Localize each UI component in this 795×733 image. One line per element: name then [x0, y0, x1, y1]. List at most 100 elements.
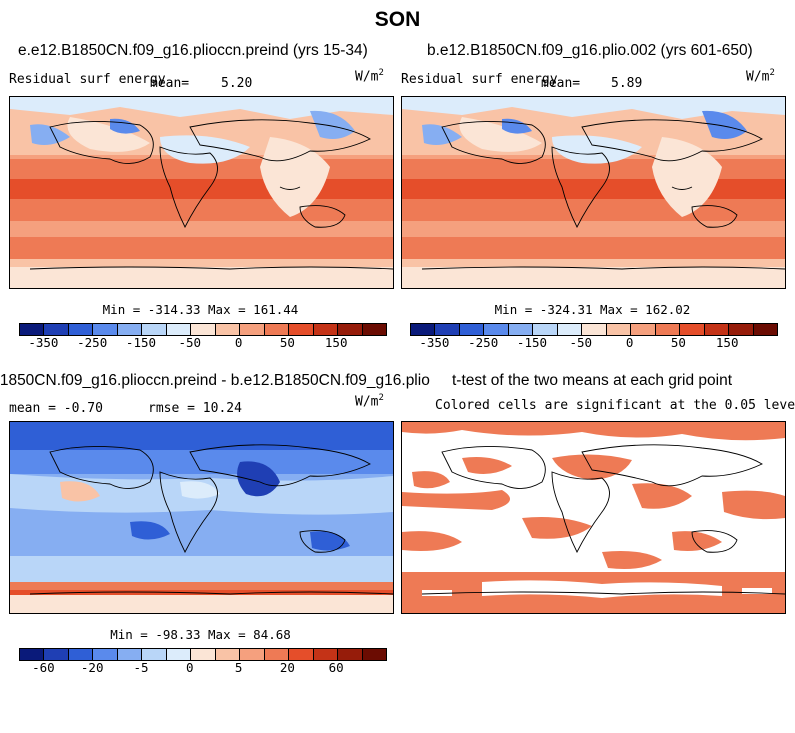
panel2-mean-label: mean= [541, 76, 581, 91]
panel1-tick-label: -250 [77, 335, 108, 350]
panel2-colorbar-cell [680, 324, 705, 335]
panel3-colorbar-cell [20, 649, 45, 660]
panel3-colorbar-cell [362, 649, 387, 660]
panel1-colorbar-cell [240, 324, 265, 335]
panel4-field-svg [402, 422, 785, 613]
panel1-colorbar-cell [44, 324, 69, 335]
panel1-colorbar-cell [362, 324, 387, 335]
panel1-map [9, 96, 394, 289]
panel2-tick-label: 0 [625, 335, 634, 350]
panel3-tick-label: 60 [328, 660, 344, 675]
panel1-colorbar-cell [191, 324, 216, 335]
panel3-mean: mean = -0.70 [9, 401, 103, 416]
panel1-colorbar-cell [338, 324, 363, 335]
panel1-tick-label: 0 [234, 335, 243, 350]
panel4-subtitle: Colored cells are significant at the 0.0… [435, 398, 795, 413]
panel2-minmax: Min = -324.31 Max = 162.02 [494, 302, 691, 317]
panel3-colorbar-cell [289, 649, 314, 660]
panel1-tick-label: 150 [324, 335, 348, 350]
panel1-mean-value: 5.20 [221, 76, 253, 91]
figure-title: SON [374, 8, 421, 31]
panel1-colorbar-ticks: -350 -250 -150 -50 0 50 150 [19, 335, 385, 351]
panel1-colorbar-cell [93, 324, 118, 335]
panel1-tick-label: -150 [125, 335, 157, 350]
panel3-tick-label: -20 [80, 660, 104, 675]
panel2-field-svg [402, 97, 785, 288]
panel1-field-svg [10, 97, 393, 288]
panel1-tick-label: 50 [279, 335, 295, 350]
panel3-colorbar-cell [93, 649, 118, 660]
panel3-tick-label: 5 [234, 660, 243, 675]
panel1-colorbar-cell [313, 324, 339, 335]
panel4-map [401, 421, 786, 614]
panel2-tick-label: -50 [569, 335, 593, 350]
panel2-title: b.e12.B1850CN.f09_g16.plio.002 (yrs 601-… [427, 42, 753, 59]
panel2-tick-label: -150 [516, 335, 548, 350]
panel2-colorbar-cell [704, 324, 730, 335]
panel3-colorbar-cell [68, 649, 94, 660]
panel2-colorbar-ticks: -350 -250 -150 -50 0 50 150 [410, 335, 776, 351]
panel3-colorbar-cell [191, 649, 216, 660]
panel3-colorbar-ticks: -60 -20 -5 0 5 20 60 [19, 660, 385, 676]
panel3-tick-label: -60 [32, 660, 55, 675]
panel1-colorbar [19, 323, 387, 336]
panel3-colorbar-cell [338, 649, 363, 660]
panel2-tick-label: 150 [715, 335, 739, 350]
panel3-tick-label: 20 [279, 660, 295, 675]
panel2-map [401, 96, 786, 289]
panel3-colorbar-cell [117, 649, 143, 660]
panel3-map [9, 421, 394, 614]
panel3-colorbar-cell [215, 649, 241, 660]
panel2-colorbar-cell [655, 324, 681, 335]
panel3-colorbar-cell [142, 649, 167, 660]
panel3-tick-label: -5 [133, 660, 149, 675]
panel1-tick-label: -50 [178, 335, 202, 350]
panel2-mean-value: 5.89 [611, 76, 643, 91]
panel3-minmax: Min = -98.33 Max = 84.68 [110, 627, 291, 642]
panel2-tick-label: -250 [468, 335, 499, 350]
panel1-minmax: Min = -314.33 Max = 161.44 [102, 302, 299, 317]
panel2-colorbar-cell [557, 324, 583, 335]
panel3-colorbar-cell [240, 649, 265, 660]
panel2-colorbar-cell [435, 324, 460, 335]
panel1-tick-label: -350 [28, 335, 59, 350]
panel1-field-label: Residual surf energy [9, 72, 166, 87]
panel3-field-svg [10, 422, 393, 613]
panel1-colorbar-cell [166, 324, 192, 335]
panel3-colorbar-cell [313, 649, 339, 660]
panel3-rmse: rmse = 10.24 [148, 401, 242, 416]
panel1-colorbar-cell [215, 324, 241, 335]
panel2-colorbar-cell [484, 324, 509, 335]
panel2-tick-label: 50 [670, 335, 686, 350]
panel2-colorbar-cell [631, 324, 656, 335]
panel2-colorbar [410, 323, 778, 336]
panel1-colorbar-cell [68, 324, 94, 335]
panel3-colorbar [19, 648, 387, 661]
panel2-colorbar-cell [411, 324, 436, 335]
panel3-colorbar-cell [166, 649, 192, 660]
panel2-tick-label: -350 [419, 335, 450, 350]
panel1-colorbar-cell [142, 324, 167, 335]
panel2-colorbar-cell [606, 324, 632, 335]
panel2-field-label: Residual surf energy [401, 72, 558, 87]
panel2-colorbar-cell [533, 324, 558, 335]
panel3-title: e.e12.B1850CN.f09_g16.plioccn.preind - b… [0, 372, 430, 389]
panel1-colorbar-cell [117, 324, 143, 335]
panel2-colorbar-cell [459, 324, 485, 335]
panel3-units: W/m2 [355, 393, 384, 410]
panel1-colorbar-cell [289, 324, 314, 335]
panel1-mean-label: mean= [150, 76, 190, 91]
panel3-title-clip: e.e12.B1850CN.f09_g16.plioccn.preind - b… [0, 372, 430, 392]
panel3-colorbar-cell [44, 649, 69, 660]
panel2-colorbar-cell [753, 324, 778, 335]
panel4-title: t-test of the two means at each grid poi… [452, 372, 733, 389]
panel3-colorbar-cell [264, 649, 290, 660]
panel1-units: W/m2 [355, 68, 384, 85]
panel2-colorbar-cell [582, 324, 607, 335]
panel2-colorbar-cell [508, 324, 534, 335]
panel2-colorbar-cell [729, 324, 754, 335]
panel1-colorbar-cell [20, 324, 45, 335]
panel2-units: W/m2 [746, 68, 775, 85]
panel1-title: e.e12.B1850CN.f09_g16.plioccn.preind (yr… [18, 42, 368, 59]
panel1-colorbar-cell [264, 324, 290, 335]
